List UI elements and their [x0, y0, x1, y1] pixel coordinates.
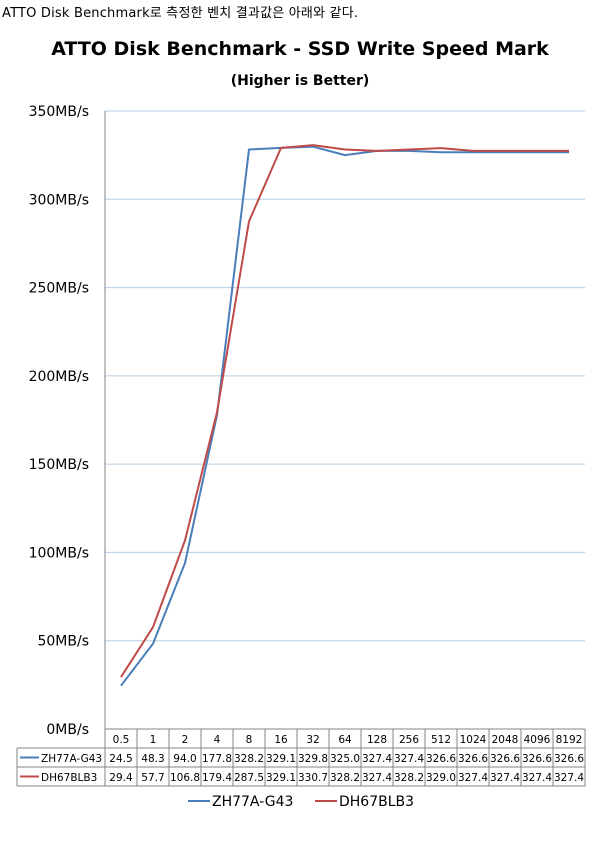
table-data-cell: 24.5: [109, 753, 132, 765]
table-data-cell: 48.3: [141, 753, 164, 765]
page-caption: ATTO Disk Benchmark로 측정한 벤치 결과값은 아래와 같다.: [2, 6, 359, 21]
x-category-label: 128: [367, 734, 387, 746]
table-data-cell: 327.4: [362, 753, 392, 765]
y-tick-label: 250MB/s: [29, 281, 89, 297]
table-data-cell: 326.6: [458, 753, 488, 765]
y-tick-label: 150MB/s: [29, 457, 89, 473]
table-data-cell: 327.4: [522, 772, 552, 784]
y-tick-label: 350MB/s: [29, 104, 89, 120]
x-category-label: 64: [338, 734, 352, 746]
chart-subtitle: (Higher is Better): [230, 73, 370, 89]
table-data-cell: 326.6: [490, 753, 520, 765]
table-data-cell: 287.5: [234, 772, 264, 784]
table-data-cell: 327.4: [554, 772, 584, 784]
x-category-label: 512: [431, 734, 451, 746]
x-category-label: 0.5: [113, 734, 130, 746]
x-category-label: 2: [182, 734, 189, 746]
table-data-cell: 29.4: [109, 772, 133, 784]
x-category-label: 32: [306, 734, 319, 746]
table-data-cell: 327.4: [458, 772, 488, 784]
x-category-label: 16: [274, 734, 288, 746]
table-data-cell: 328.2: [330, 772, 360, 784]
y-tick-label: 0MB/s: [46, 722, 89, 738]
table-data-cell: 325.0: [330, 753, 360, 765]
table-data-cell: 57.7: [141, 772, 164, 784]
table-data-cell: 94.0: [173, 753, 196, 765]
table-data-cell: 326.6: [522, 753, 552, 765]
x-category-label: 2048: [492, 734, 519, 746]
x-category-label: 8192: [556, 734, 583, 746]
x-category-label: 1024: [460, 734, 487, 746]
x-category-label: 256: [399, 734, 419, 746]
table-data-cell: 179.4: [202, 772, 232, 784]
legend-label: ZH77A-G43: [212, 794, 293, 810]
table-data-cell: 328.2: [394, 772, 424, 784]
table-series-name: DH67BLB3: [41, 772, 97, 784]
table-data-cell: 329.8: [298, 753, 328, 765]
x-category-label: 4: [214, 734, 221, 746]
table-data-cell: 329.0: [426, 772, 456, 784]
chart-title: ATTO Disk Benchmark - SSD Write Speed Ma…: [51, 38, 549, 60]
series-line-1: [120, 145, 569, 687]
y-tick-label: 50MB/s: [37, 634, 89, 650]
x-category-label: 4096: [524, 734, 551, 746]
table-data-cell: 327.4: [490, 772, 520, 784]
y-tick-label: 100MB/s: [29, 545, 89, 561]
legend-label: DH67BLB3: [339, 794, 414, 810]
table-data-cell: 106.8: [170, 772, 200, 784]
y-tick-label: 300MB/s: [29, 192, 89, 208]
y-tick-label: 200MB/s: [29, 369, 89, 385]
table-data-cell: 326.6: [426, 753, 456, 765]
x-category-label: 1: [150, 734, 157, 746]
table-data-cell: 327.4: [362, 772, 392, 784]
table-data-cell: 330.7: [298, 772, 328, 784]
table-data-cell: 329.1: [266, 753, 296, 765]
table-data-cell: 326.6: [554, 753, 584, 765]
series-line-2: [120, 144, 569, 678]
table-series-name: ZH77A-G43: [41, 753, 102, 765]
table-data-cell: 177.8: [202, 753, 232, 765]
x-category-label: 8: [246, 734, 253, 746]
table-data-cell: 329.1: [266, 772, 296, 784]
table-data-cell: 328.2: [234, 753, 264, 765]
table-data-cell: 327.4: [394, 753, 424, 765]
